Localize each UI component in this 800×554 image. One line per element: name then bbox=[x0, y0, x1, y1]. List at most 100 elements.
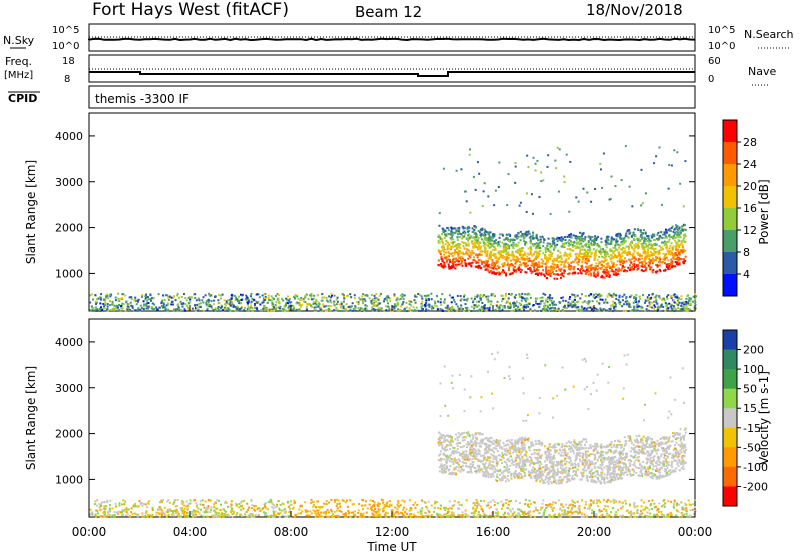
velocity-point bbox=[444, 509, 447, 512]
power-point bbox=[574, 253, 577, 256]
power-point bbox=[454, 267, 457, 270]
velocity-point bbox=[489, 506, 492, 509]
power-point bbox=[545, 266, 548, 269]
power-point bbox=[332, 309, 335, 312]
power-point bbox=[540, 261, 543, 264]
power-point bbox=[621, 299, 624, 302]
power-point bbox=[538, 244, 541, 247]
velocity-point bbox=[447, 510, 450, 513]
power-point bbox=[476, 261, 479, 264]
power-point bbox=[251, 309, 254, 312]
velocity-point bbox=[536, 509, 539, 512]
power-point bbox=[633, 244, 636, 247]
power-point bbox=[633, 306, 636, 309]
power-point bbox=[130, 304, 133, 307]
power-point bbox=[664, 257, 667, 260]
power-point bbox=[628, 243, 631, 246]
power-point bbox=[323, 305, 326, 308]
power-point bbox=[499, 309, 502, 312]
power-point bbox=[525, 262, 528, 265]
power-point bbox=[202, 301, 205, 304]
power-point bbox=[618, 296, 621, 299]
velocity-point bbox=[633, 503, 636, 506]
power-point bbox=[450, 232, 453, 235]
power-point bbox=[554, 244, 557, 247]
power-point bbox=[508, 293, 511, 296]
velocity-point bbox=[170, 509, 173, 512]
velocity-point bbox=[509, 508, 512, 511]
power-point bbox=[405, 310, 408, 313]
velocity-point bbox=[370, 507, 373, 510]
velocity-point bbox=[551, 508, 554, 511]
velocity-point bbox=[542, 512, 545, 515]
power-point bbox=[439, 308, 442, 311]
velocity-point bbox=[158, 501, 161, 504]
power-point bbox=[457, 254, 460, 257]
power-point bbox=[451, 234, 454, 237]
velocity-point bbox=[517, 515, 520, 518]
power-point bbox=[552, 262, 555, 265]
power-point bbox=[541, 296, 544, 299]
power-point bbox=[468, 226, 471, 229]
power-point bbox=[674, 265, 677, 268]
velocity-point bbox=[246, 502, 249, 505]
power-point bbox=[609, 308, 612, 311]
power-point bbox=[554, 246, 557, 249]
velocity-point bbox=[511, 512, 514, 515]
nsearch-tick-bottom: 10^0 bbox=[708, 41, 735, 52]
power-point bbox=[645, 256, 648, 259]
power-point bbox=[470, 264, 473, 267]
power-point bbox=[663, 256, 666, 259]
power-point bbox=[177, 303, 180, 306]
power-point bbox=[612, 305, 615, 308]
power-point bbox=[538, 266, 541, 269]
power-point bbox=[385, 296, 388, 299]
velocity-point bbox=[196, 504, 199, 507]
power-point bbox=[542, 307, 545, 310]
power-point bbox=[572, 267, 575, 270]
power-point bbox=[536, 256, 539, 259]
power-point bbox=[473, 232, 476, 235]
power-point bbox=[627, 301, 630, 304]
power-point bbox=[126, 305, 129, 308]
power-point bbox=[644, 257, 647, 260]
power-point bbox=[474, 260, 477, 263]
power-point bbox=[513, 255, 516, 258]
power-point bbox=[532, 253, 535, 256]
power-point bbox=[446, 233, 449, 236]
velocity-point bbox=[477, 511, 480, 514]
velocity-point bbox=[383, 506, 386, 509]
power-point bbox=[506, 259, 509, 262]
power-point bbox=[293, 306, 296, 309]
power-point bbox=[612, 310, 615, 313]
velocity-point bbox=[404, 511, 407, 514]
power-point bbox=[503, 305, 506, 308]
power-point bbox=[304, 295, 307, 298]
power-point bbox=[640, 242, 643, 245]
power-point bbox=[202, 309, 205, 312]
power-point bbox=[641, 245, 644, 248]
power-point bbox=[420, 306, 423, 309]
velocity-point bbox=[323, 512, 326, 515]
power-point bbox=[640, 265, 643, 268]
power-point bbox=[559, 273, 562, 276]
power-point bbox=[535, 269, 538, 272]
power-point bbox=[549, 257, 552, 260]
power-point bbox=[562, 299, 565, 302]
power-point bbox=[694, 295, 697, 298]
power-point bbox=[500, 304, 503, 307]
power-point bbox=[302, 300, 305, 303]
velocity-point bbox=[193, 511, 196, 514]
power-point bbox=[245, 298, 248, 301]
power-point bbox=[573, 240, 576, 243]
power-point bbox=[529, 240, 532, 243]
power-point bbox=[644, 309, 647, 312]
power-point bbox=[598, 245, 601, 248]
velocity-point bbox=[624, 499, 627, 502]
velocity-point bbox=[252, 508, 255, 511]
power-point bbox=[493, 262, 496, 265]
power-point bbox=[527, 247, 530, 250]
power-point bbox=[494, 253, 497, 256]
velocity-point bbox=[223, 514, 226, 517]
velocity-point bbox=[435, 515, 438, 518]
